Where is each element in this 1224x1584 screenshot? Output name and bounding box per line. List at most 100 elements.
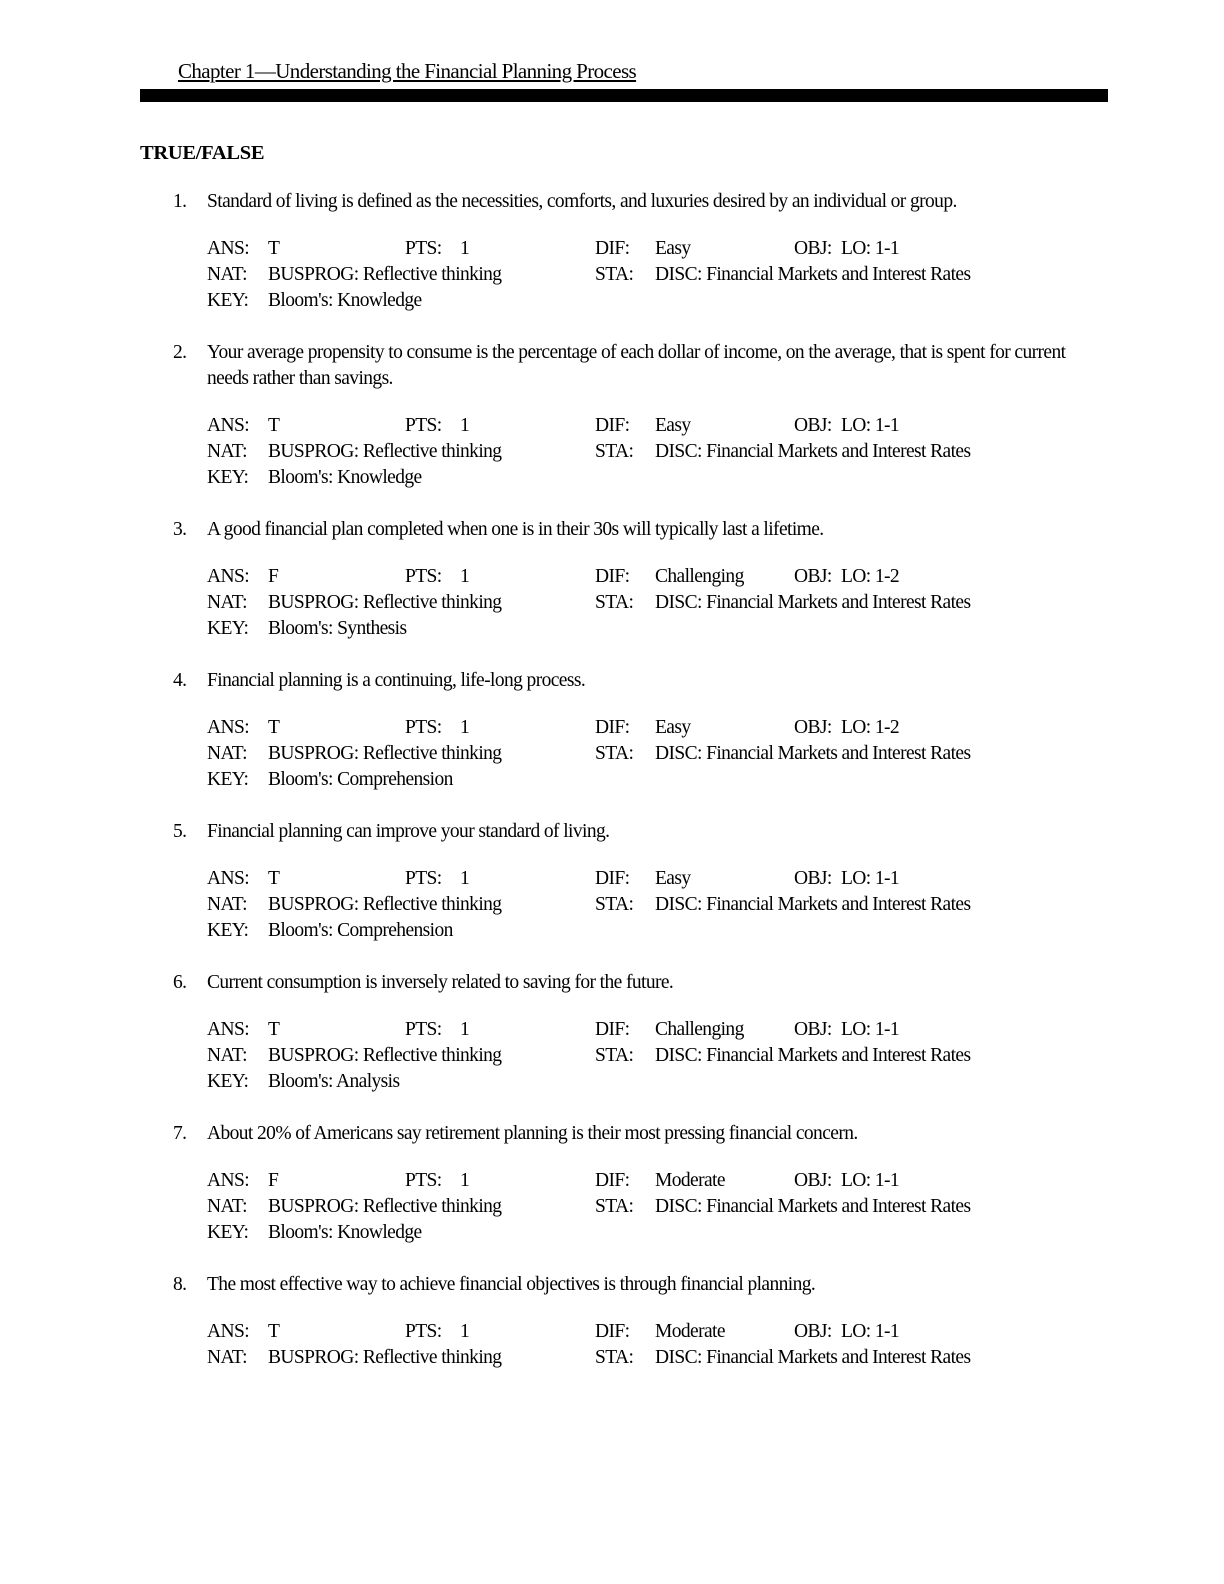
nat-label: NAT: xyxy=(207,592,248,613)
question-text: Financial planning is a continuing, life… xyxy=(207,670,586,691)
meta-row-answer: ANS: F PTS: 1 DIF: Challenging OBJ: LO: … xyxy=(207,564,1108,590)
divider-bar xyxy=(140,89,1108,102)
sta-value: DISC: Financial Markets and Interest Rat… xyxy=(655,592,971,613)
question-number: 5. xyxy=(173,821,187,842)
pts-value: 1 xyxy=(460,1170,470,1191)
nat-value: BUSPROG: Reflective thinking xyxy=(268,743,502,764)
obj-label: OBJ: xyxy=(794,868,832,889)
meta-row-answer: ANS: T PTS: 1 DIF: Moderate OBJ: LO: 1-1 xyxy=(207,1319,1108,1345)
sta-label: STA: xyxy=(595,1045,634,1066)
question-number: 3. xyxy=(173,519,187,540)
key-label: KEY: xyxy=(207,1222,249,1243)
chapter-title: Chapter 1—Understanding the Financial Pl… xyxy=(178,59,637,83)
obj-value: LO: 1-2 xyxy=(841,566,900,587)
nat-value: BUSPROG: Reflective thinking xyxy=(268,441,502,462)
question-item: 6. Current consumption is inversely rela… xyxy=(140,970,1108,1095)
dif-label: DIF: xyxy=(595,868,630,889)
pts-value: 1 xyxy=(460,415,470,436)
question-metadata: ANS: F PTS: 1 DIF: Challenging OBJ: LO: … xyxy=(207,564,1108,642)
section-title: TRUE/FALSE xyxy=(140,142,265,164)
obj-label: OBJ: xyxy=(794,1019,832,1040)
question-text: About 20% of Americans say retirement pl… xyxy=(207,1123,858,1144)
nat-label: NAT: xyxy=(207,1196,248,1217)
question-item: 8. The most effective way to achieve fin… xyxy=(140,1272,1108,1371)
question-number: 8. xyxy=(173,1274,187,1295)
dif-value: Easy xyxy=(655,415,691,436)
question-number: 7. xyxy=(173,1123,187,1144)
question-number: 2. xyxy=(173,342,187,363)
question-statement-row: 6. Current consumption is inversely rela… xyxy=(140,970,1108,996)
question-metadata: ANS: T PTS: 1 DIF: Easy OBJ: LO: 1-1 NAT… xyxy=(207,236,1108,314)
sta-value: DISC: Financial Markets and Interest Rat… xyxy=(655,1196,971,1217)
sta-value: DISC: Financial Markets and Interest Rat… xyxy=(655,264,971,285)
meta-row-standards: NAT: BUSPROG: Reflective thinking STA: D… xyxy=(207,1345,1108,1371)
meta-row-key: KEY: Bloom's: Comprehension xyxy=(207,918,1108,944)
ans-label: ANS: xyxy=(207,1170,250,1191)
key-label: KEY: xyxy=(207,1071,249,1092)
ans-value: T xyxy=(268,238,280,259)
sta-label: STA: xyxy=(595,743,634,764)
ans-label: ANS: xyxy=(207,1321,250,1342)
dif-label: DIF: xyxy=(595,415,630,436)
question-text: Standard of living is defined as the nec… xyxy=(207,191,957,212)
key-value: Bloom's: Knowledge xyxy=(268,1222,422,1243)
pts-label: PTS: xyxy=(405,415,442,436)
question-item: 4. Financial planning is a continuing, l… xyxy=(140,668,1108,793)
sta-label: STA: xyxy=(595,1196,634,1217)
ans-value: F xyxy=(268,1170,279,1191)
ans-label: ANS: xyxy=(207,1019,250,1040)
ans-value: T xyxy=(268,1019,280,1040)
ans-label: ANS: xyxy=(207,868,250,889)
pts-value: 1 xyxy=(460,566,470,587)
key-value: Bloom's: Comprehension xyxy=(268,920,453,941)
obj-value: LO: 1-2 xyxy=(841,717,900,738)
meta-row-key: KEY: Bloom's: Knowledge xyxy=(207,288,1108,314)
dif-label: DIF: xyxy=(595,566,630,587)
key-value: Bloom's: Comprehension xyxy=(268,769,453,790)
question-metadata: ANS: F PTS: 1 DIF: Moderate OBJ: LO: 1-1… xyxy=(207,1168,1108,1246)
question-number: 1. xyxy=(173,191,187,212)
key-value: Bloom's: Analysis xyxy=(268,1071,400,1092)
nat-value: BUSPROG: Reflective thinking xyxy=(268,1045,502,1066)
meta-row-key: KEY: Bloom's: Knowledge xyxy=(207,465,1108,491)
nat-label: NAT: xyxy=(207,264,248,285)
pts-label: PTS: xyxy=(405,868,442,889)
dif-value: Easy xyxy=(655,868,691,889)
question-statement-row: 7. About 20% of Americans say retirement… xyxy=(140,1121,1108,1147)
nat-value: BUSPROG: Reflective thinking xyxy=(268,894,502,915)
sta-value: DISC: Financial Markets and Interest Rat… xyxy=(655,894,971,915)
obj-value: LO: 1-1 xyxy=(841,1019,900,1040)
sta-label: STA: xyxy=(595,441,634,462)
obj-label: OBJ: xyxy=(794,717,832,738)
dif-value: Challenging xyxy=(655,566,744,587)
sta-value: DISC: Financial Markets and Interest Rat… xyxy=(655,743,971,764)
meta-row-key: KEY: Bloom's: Synthesis xyxy=(207,616,1108,642)
meta-row-key: KEY: Bloom's: Comprehension xyxy=(207,767,1108,793)
sta-label: STA: xyxy=(595,592,634,613)
dif-value: Moderate xyxy=(655,1170,726,1191)
key-label: KEY: xyxy=(207,769,249,790)
pts-value: 1 xyxy=(460,1019,470,1040)
question-text: Current consumption is inversely related… xyxy=(207,972,674,993)
question-statement-row: 3. A good financial plan completed when … xyxy=(140,517,1108,543)
pts-label: PTS: xyxy=(405,566,442,587)
dif-label: DIF: xyxy=(595,717,630,738)
ans-value: F xyxy=(268,566,279,587)
obj-label: OBJ: xyxy=(794,415,832,436)
nat-value: BUSPROG: Reflective thinking xyxy=(268,264,502,285)
obj-label: OBJ: xyxy=(794,1321,832,1342)
nat-value: BUSPROG: Reflective thinking xyxy=(268,1347,502,1368)
question-text: A good financial plan completed when one… xyxy=(207,519,824,540)
obj-value: LO: 1-1 xyxy=(841,415,900,436)
key-value: Bloom's: Knowledge xyxy=(268,467,422,488)
key-label: KEY: xyxy=(207,290,249,311)
sta-label: STA: xyxy=(595,264,634,285)
meta-row-standards: NAT: BUSPROG: Reflective thinking STA: D… xyxy=(207,1043,1108,1069)
pts-label: PTS: xyxy=(405,1170,442,1191)
question-item: 1. Standard of living is defined as the … xyxy=(140,189,1108,314)
obj-value: LO: 1-1 xyxy=(841,1321,900,1342)
dif-value: Easy xyxy=(655,238,691,259)
nat-value: BUSPROG: Reflective thinking xyxy=(268,1196,502,1217)
question-item: 3. A good financial plan completed when … xyxy=(140,517,1108,642)
